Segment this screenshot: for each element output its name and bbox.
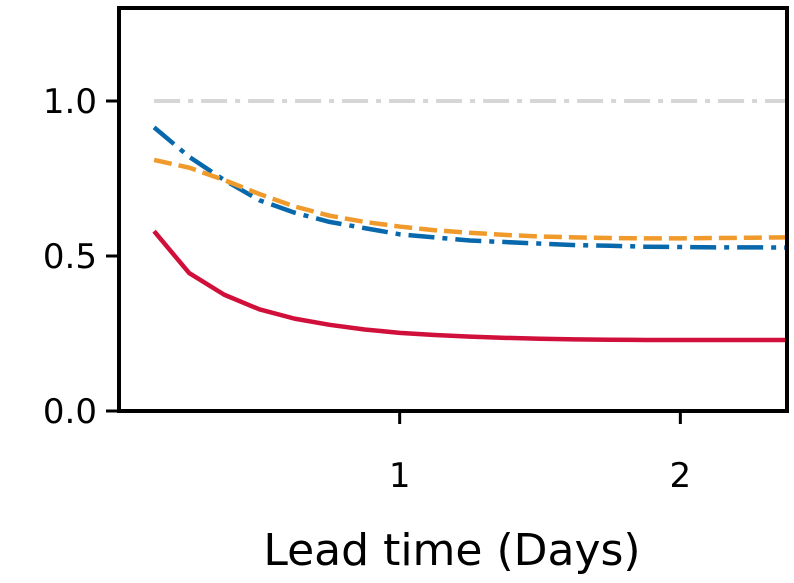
x-tick-label: 1 [389,456,411,496]
x-axis-label: Lead time (Days) [263,525,640,576]
plot-frame [117,6,789,413]
series-layer [152,99,787,343]
series-line-blue [152,125,786,250]
y-tick-label: 0.5 [43,237,97,277]
x-tick-label: 2 [670,456,692,496]
series-line-red [152,229,786,343]
axes-layer: 0.0 0.5 1.0 1 2 [43,6,789,496]
y-tick-label: 0.0 [43,392,97,432]
y-tick-label: 1.0 [43,82,97,122]
series-line-orange [153,157,786,241]
